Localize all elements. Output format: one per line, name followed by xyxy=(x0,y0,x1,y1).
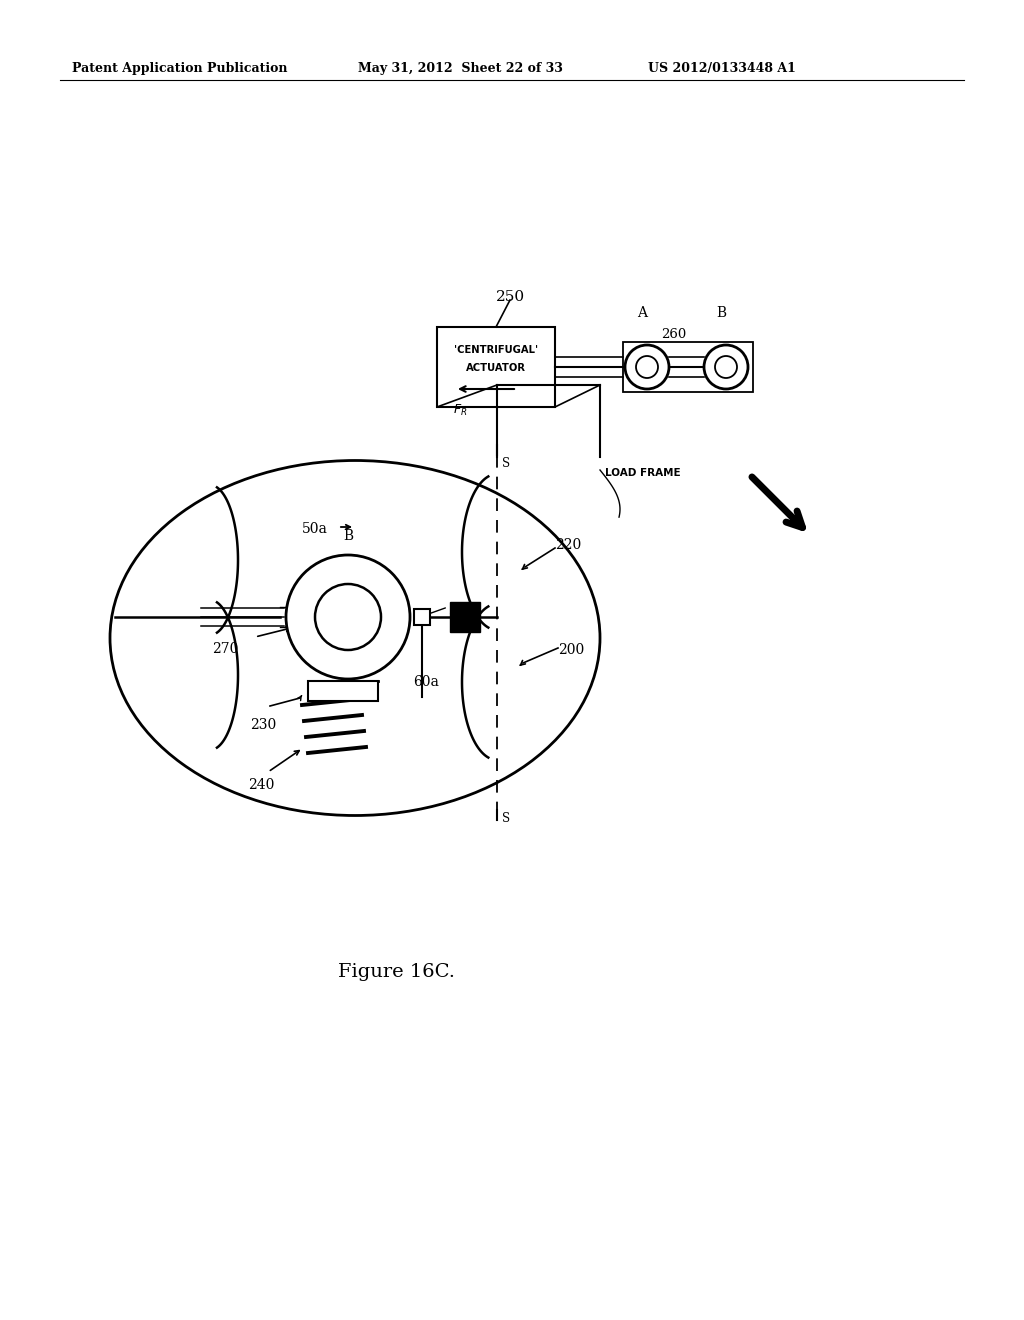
Bar xyxy=(450,602,480,632)
Bar xyxy=(414,609,430,624)
Text: B: B xyxy=(343,529,353,543)
Text: 200: 200 xyxy=(558,643,585,657)
Circle shape xyxy=(715,356,737,378)
Text: B: B xyxy=(716,306,726,319)
Text: Figure 16C.: Figure 16C. xyxy=(338,964,455,981)
Text: A: A xyxy=(637,306,647,319)
Circle shape xyxy=(286,554,410,678)
Text: 270: 270 xyxy=(212,642,239,656)
Circle shape xyxy=(625,345,669,389)
Text: 220: 220 xyxy=(555,539,582,552)
Text: US 2012/0133448 A1: US 2012/0133448 A1 xyxy=(648,62,796,75)
Text: 50a: 50a xyxy=(302,521,328,536)
Text: 240: 240 xyxy=(248,777,274,792)
Circle shape xyxy=(636,356,658,378)
Text: 230: 230 xyxy=(250,718,276,733)
Bar xyxy=(437,327,555,407)
Text: ACTUATOR: ACTUATOR xyxy=(466,363,526,374)
Text: LOAD FRAME: LOAD FRAME xyxy=(605,469,681,478)
Circle shape xyxy=(705,345,748,389)
Circle shape xyxy=(315,583,381,649)
Text: 260: 260 xyxy=(662,327,687,341)
Text: $F_R$: $F_R$ xyxy=(453,403,467,418)
Text: May 31, 2012  Sheet 22 of 33: May 31, 2012 Sheet 22 of 33 xyxy=(358,62,563,75)
Text: 'CENTRIFUGAL': 'CENTRIFUGAL' xyxy=(454,345,538,355)
Text: S: S xyxy=(502,812,510,825)
Text: 60a: 60a xyxy=(413,675,439,689)
Text: S: S xyxy=(502,457,510,470)
Text: 210: 210 xyxy=(449,603,474,616)
Bar xyxy=(623,342,753,392)
Bar xyxy=(308,681,378,701)
Text: Patent Application Publication: Patent Application Publication xyxy=(72,62,288,75)
Text: 250: 250 xyxy=(496,290,525,304)
